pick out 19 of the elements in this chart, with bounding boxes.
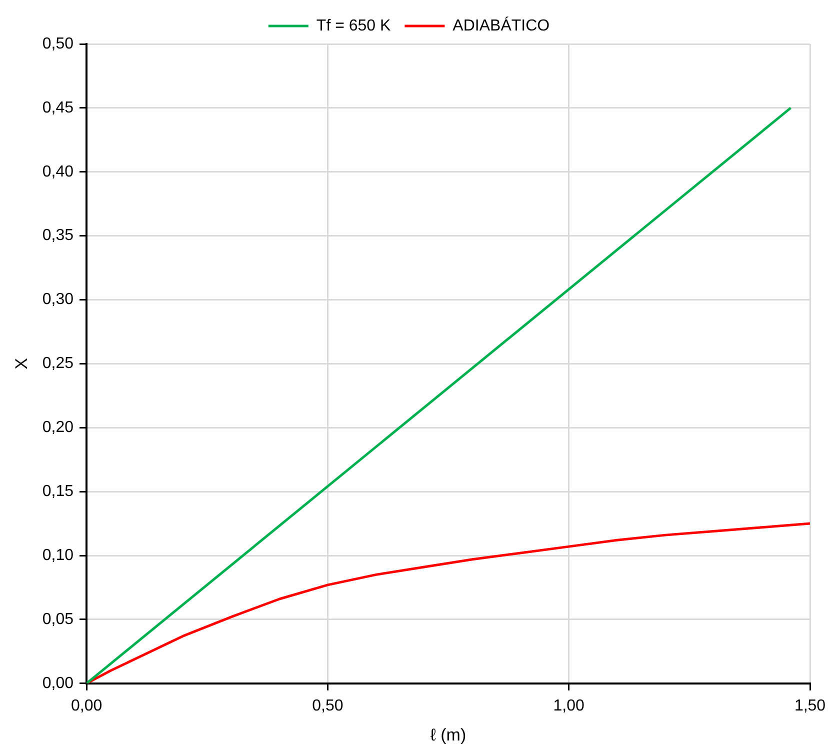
y-tick-label: 0,40: [42, 163, 74, 180]
x-tick-label: 1,00: [553, 697, 585, 714]
x-tick-label: 1,50: [794, 697, 826, 714]
x-tick-label: 0,50: [312, 697, 344, 714]
y-tick-label: 0,15: [42, 482, 74, 500]
x-tick-label: 0,00: [70, 697, 102, 714]
y-axis-title: X: [12, 358, 31, 370]
y-tick-label: 0,45: [42, 99, 74, 116]
y-tick-label: 0,00: [42, 674, 74, 692]
legend-label: ADIABÁTICO: [452, 16, 550, 34]
y-tick-label: 0,10: [42, 546, 74, 564]
y-tick-label: 0,30: [42, 291, 74, 308]
y-tick-label: 0,20: [42, 419, 74, 436]
x-axis-title: ℓ (m): [430, 725, 466, 744]
legend-label: Tf = 650 K: [316, 17, 392, 34]
y-tick-label: 0,35: [42, 227, 74, 244]
y-tick-label: 0,25: [42, 355, 74, 372]
y-tick-label: 0,05: [42, 610, 74, 628]
y-tick-label: 0,50: [42, 35, 74, 52]
